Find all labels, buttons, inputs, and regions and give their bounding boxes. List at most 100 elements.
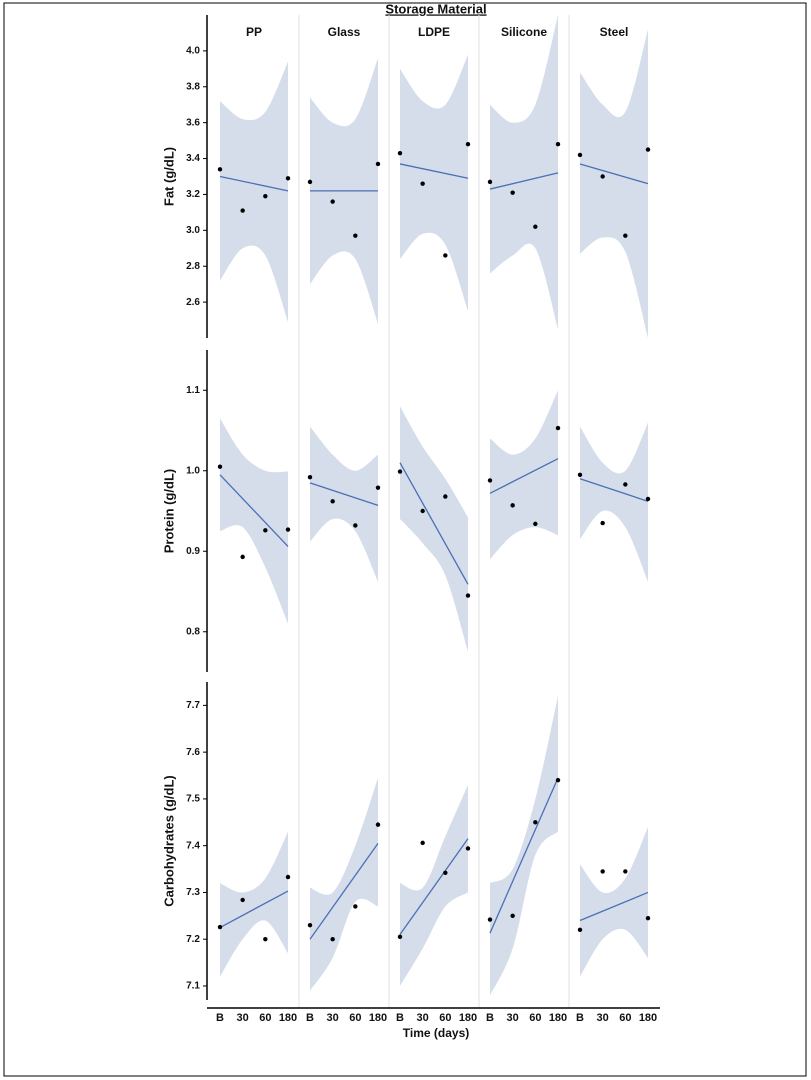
point <box>240 554 245 560</box>
point <box>623 233 628 238</box>
x-tick-label: B <box>306 1012 314 1024</box>
y-tick-label: 7.1 <box>186 981 200 992</box>
x-tick-label: 60 <box>439 1012 451 1024</box>
y-tick-label: 7.7 <box>186 700 200 711</box>
point <box>487 179 493 185</box>
y-tick-label: 3.6 <box>186 117 200 128</box>
confidence-band <box>220 831 288 977</box>
y-tick-label: 3.0 <box>186 225 200 236</box>
x-tick-label: 30 <box>507 1012 519 1024</box>
x-tick-label: 180 <box>279 1012 297 1024</box>
y-tick-label: 7.6 <box>186 747 200 758</box>
point <box>217 167 223 172</box>
point <box>600 520 605 526</box>
point <box>263 937 268 942</box>
fit-line <box>399 838 469 935</box>
point <box>330 937 335 942</box>
y-tick-label: 7.4 <box>186 840 200 851</box>
point <box>443 870 448 875</box>
confidence-band <box>400 54 468 312</box>
point <box>443 494 448 499</box>
fit-line <box>399 462 469 585</box>
confidence-band <box>490 696 558 996</box>
point <box>645 915 651 921</box>
y-axis-label: Carbohydrates (g/dL) <box>161 775 176 906</box>
point <box>600 869 605 874</box>
x-tick-label: 60 <box>259 1012 271 1024</box>
confidence-band <box>580 826 648 977</box>
point <box>420 840 425 846</box>
fit-line <box>399 163 469 179</box>
point <box>533 521 538 527</box>
fit-line <box>489 777 559 934</box>
fit-line <box>309 842 379 940</box>
point <box>577 927 583 933</box>
point <box>487 478 493 483</box>
point <box>353 523 358 528</box>
confidence-band <box>490 390 558 560</box>
fit-line <box>219 175 289 192</box>
y-tick-label: 3.8 <box>186 81 200 92</box>
confidence-band <box>400 784 468 986</box>
x-axis-label: Time (days) <box>403 1026 469 1040</box>
point <box>465 593 471 598</box>
x-tick-label: 30 <box>237 1012 249 1024</box>
point <box>217 924 223 930</box>
point <box>577 472 583 477</box>
x-tick-label: 180 <box>639 1012 657 1024</box>
confidence-band <box>490 15 558 330</box>
point <box>397 934 403 940</box>
point <box>533 224 538 229</box>
confidence-band <box>310 777 378 991</box>
confidence-band <box>220 418 288 624</box>
point <box>600 174 605 179</box>
point <box>577 152 583 158</box>
y-tick-label: 0.8 <box>186 626 200 637</box>
point <box>397 150 403 156</box>
point <box>330 199 335 204</box>
y-tick-label: 4.0 <box>186 46 200 57</box>
point <box>307 922 313 928</box>
point <box>397 469 403 474</box>
facet-label: PP <box>246 25 262 39</box>
point <box>307 474 313 480</box>
point <box>645 147 651 152</box>
point <box>645 496 651 502</box>
point <box>443 253 448 258</box>
point <box>420 508 425 514</box>
point <box>217 464 223 469</box>
point <box>353 904 358 909</box>
y-axis-label: Protein (g/dL) <box>161 469 176 554</box>
facet-label: Steel <box>600 25 629 39</box>
x-tick-label: 180 <box>369 1012 387 1024</box>
point <box>375 485 381 490</box>
x-tick-label: 30 <box>597 1012 609 1024</box>
fit-line <box>579 891 649 922</box>
y-tick-label: 1.0 <box>186 465 200 476</box>
point <box>555 142 561 147</box>
x-tick-label: 60 <box>529 1012 541 1024</box>
point <box>307 179 313 185</box>
point <box>353 233 358 238</box>
y-tick-label: 2.8 <box>186 261 200 272</box>
point <box>555 778 561 783</box>
fit-line <box>579 163 649 185</box>
y-tick-label: 7.5 <box>186 794 200 805</box>
facet-label: Glass <box>328 25 361 39</box>
point <box>285 527 291 532</box>
x-tick-label: 180 <box>459 1012 477 1024</box>
point <box>533 820 538 825</box>
point <box>285 874 291 880</box>
confidence-band <box>580 422 648 582</box>
x-tick-label: 180 <box>549 1012 567 1024</box>
facet-label: LDPE <box>418 25 450 39</box>
point <box>555 425 561 431</box>
y-axis-label: Fat (g/dL) <box>161 147 176 206</box>
point <box>263 194 268 199</box>
point <box>240 897 245 903</box>
x-tick-label: 60 <box>619 1012 631 1024</box>
confidence-band <box>580 29 648 338</box>
point <box>285 176 291 181</box>
x-tick-label: 30 <box>417 1012 429 1024</box>
